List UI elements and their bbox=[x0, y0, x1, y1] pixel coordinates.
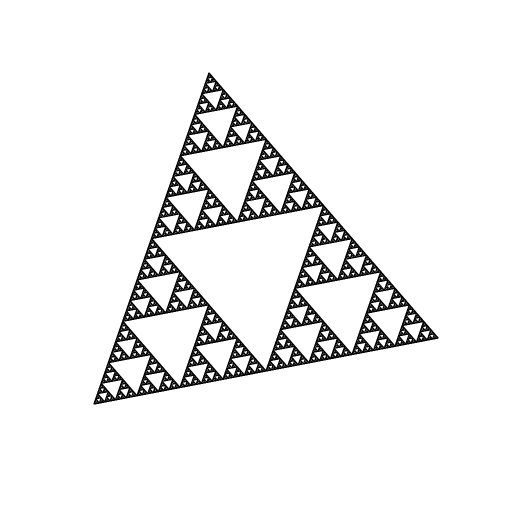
fractal-triangles bbox=[94, 73, 438, 404]
fractal-triangle-3279 bbox=[435, 336, 438, 339]
